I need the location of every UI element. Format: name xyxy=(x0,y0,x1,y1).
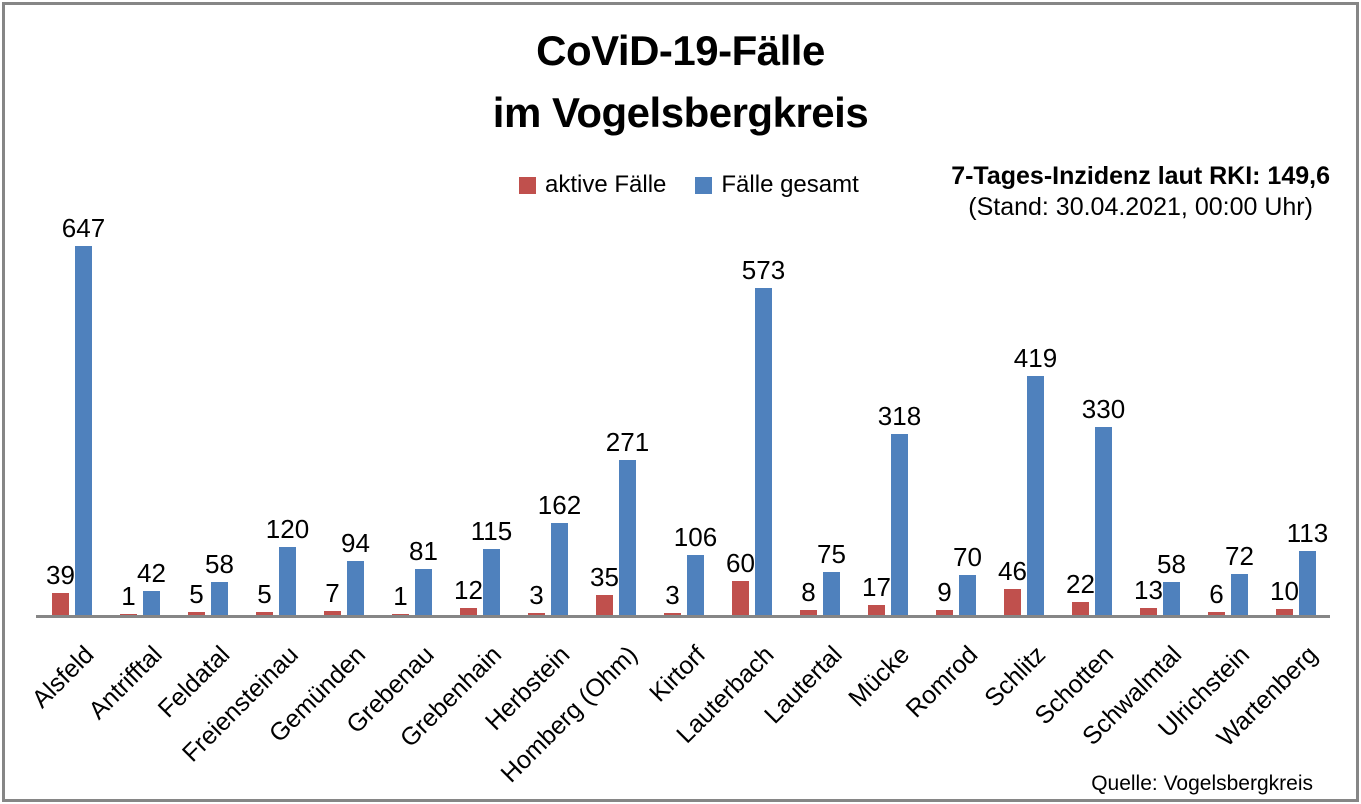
value-label-faelle-gesamt-antrifftal: 42 xyxy=(137,558,166,588)
bar-aktive-faelle-lauterbach xyxy=(732,581,749,615)
legend: aktive Fälle Fälle gesamt xyxy=(519,171,859,199)
value-label-aktive-faelle-herbstein: 3 xyxy=(529,580,544,610)
chart-title: CoViD-19-Fälle im Vogelsbergkreis xyxy=(0,20,1361,144)
value-label-faelle-gesamt-schotten: 330 xyxy=(1081,394,1126,424)
incidence-annotation: 7-Tages-Inzidenz laut RKI: 149,6 (Stand:… xyxy=(951,161,1330,222)
x-tick-label-text: Kirtorf xyxy=(644,640,712,708)
bar-faelle-gesamt-alsfeld xyxy=(75,246,92,615)
legend-label-faelle-gesamt: Fälle gesamt xyxy=(721,171,859,198)
value-label-aktive-faelle-schlitz: 46 xyxy=(998,556,1027,586)
value-label-aktive-faelle-freiensteinau: 5 xyxy=(257,579,272,609)
bar-faelle-gesamt-lautertal xyxy=(823,572,840,615)
bar-faelle-gesamt-freiensteinau xyxy=(279,547,296,615)
value-label-aktive-faelle-grebenau: 1 xyxy=(393,581,408,611)
value-label-faelle-gesamt-lauterbach: 573 xyxy=(741,255,786,285)
bar-aktive-faelle-gemuenden xyxy=(324,611,341,615)
value-label-aktive-faelle-schotten: 22 xyxy=(1066,569,1095,599)
bar-aktive-faelle-schlitz xyxy=(1004,589,1021,615)
bar-faelle-gesamt-muecke xyxy=(891,434,908,615)
x-tick-label-text: Romrod xyxy=(900,640,984,724)
value-label-faelle-gesamt-muecke: 318 xyxy=(877,401,922,431)
bar-faelle-gesamt-antrifftal xyxy=(143,591,160,615)
value-label-aktive-faelle-kirtorf: 3 xyxy=(665,580,680,610)
value-label-faelle-gesamt-alsfeld: 647 xyxy=(61,213,106,243)
bar-faelle-gesamt-romrod xyxy=(959,575,976,615)
bar-aktive-faelle-feldatal xyxy=(188,612,205,615)
bar-faelle-gesamt-grebenau xyxy=(415,569,432,615)
bar-aktive-faelle-muecke xyxy=(868,605,885,615)
value-label-faelle-gesamt-lautertal: 75 xyxy=(817,539,846,569)
bar-aktive-faelle-schotten xyxy=(1072,602,1089,615)
value-label-faelle-gesamt-gemuenden: 94 xyxy=(341,528,370,558)
source-note: Quelle: Vogelsbergkreis xyxy=(1091,772,1313,795)
value-label-aktive-faelle-lauterbach: 60 xyxy=(726,548,755,578)
value-label-aktive-faelle-alsfeld: 39 xyxy=(46,560,75,590)
bar-faelle-gesamt-wartenberg xyxy=(1299,551,1316,615)
value-label-faelle-gesamt-feldatal: 58 xyxy=(205,549,234,579)
bar-aktive-faelle-ulrichstein xyxy=(1208,612,1225,615)
value-label-faelle-gesamt-grebenhain: 115 xyxy=(470,516,513,546)
bar-aktive-faelle-homberg-ohm xyxy=(596,595,613,615)
legend-label-aktive-faelle: aktive Fälle xyxy=(545,171,667,198)
bar-faelle-gesamt-herbstein xyxy=(551,523,568,615)
bar-faelle-gesamt-schwalmtal xyxy=(1163,582,1180,615)
value-label-aktive-faelle-antrifftal: 1 xyxy=(121,581,136,611)
legend-item-faelle-gesamt: Fälle gesamt xyxy=(695,171,859,199)
value-label-faelle-gesamt-ulrichstein: 72 xyxy=(1225,541,1254,571)
bar-aktive-faelle-antrifftal xyxy=(120,614,137,615)
value-label-faelle-gesamt-schlitz: 419 xyxy=(1013,343,1058,373)
bar-aktive-faelle-romrod xyxy=(936,610,953,615)
value-label-faelle-gesamt-schwalmtal: 58 xyxy=(1157,549,1186,579)
value-label-aktive-faelle-schwalmtal: 13 xyxy=(1134,575,1163,605)
bar-aktive-faelle-schwalmtal xyxy=(1140,608,1157,615)
bar-faelle-gesamt-lauterbach xyxy=(755,288,772,615)
bar-aktive-faelle-freiensteinau xyxy=(256,612,273,615)
bar-faelle-gesamt-schotten xyxy=(1095,427,1112,615)
bar-aktive-faelle-kirtorf xyxy=(664,613,681,615)
value-label-aktive-faelle-homberg-ohm: 35 xyxy=(590,562,619,592)
bar-aktive-faelle-wartenberg xyxy=(1276,609,1293,615)
value-label-aktive-faelle-grebenhain: 12 xyxy=(454,575,483,605)
value-label-faelle-gesamt-herbstein: 162 xyxy=(537,490,582,520)
value-label-faelle-gesamt-romrod: 70 xyxy=(953,542,982,572)
value-label-faelle-gesamt-grebenau: 81 xyxy=(409,536,438,566)
bar-faelle-gesamt-grebenhain xyxy=(483,549,500,615)
bar-faelle-gesamt-homberg-ohm xyxy=(619,460,636,615)
legend-swatch-aktive-faelle-icon xyxy=(519,176,536,194)
value-label-aktive-faelle-muecke: 17 xyxy=(862,572,891,602)
value-label-faelle-gesamt-kirtorf: 106 xyxy=(673,522,718,552)
bar-faelle-gesamt-feldatal xyxy=(211,582,228,615)
value-label-faelle-gesamt-homberg-ohm: 271 xyxy=(605,427,650,457)
legend-swatch-faelle-gesamt-icon xyxy=(695,176,713,194)
bar-faelle-gesamt-kirtorf xyxy=(687,555,704,615)
value-label-aktive-faelle-feldatal: 5 xyxy=(189,579,204,609)
bar-faelle-gesamt-gemuenden xyxy=(347,561,364,615)
value-label-aktive-faelle-gemuenden: 7 xyxy=(325,578,340,608)
value-label-aktive-faelle-lautertal: 8 xyxy=(801,577,816,607)
legend-item-aktive-faelle: aktive Fälle xyxy=(519,171,666,199)
bar-aktive-faelle-lautertal xyxy=(800,610,817,615)
chart-title-line1: CoViD-19-Fälle xyxy=(536,27,825,74)
incidence-stand: (Stand: 30.04.2021, 00:00 Uhr) xyxy=(968,192,1313,221)
value-label-faelle-gesamt-freiensteinau: 120 xyxy=(265,514,310,544)
bar-faelle-gesamt-schlitz xyxy=(1027,376,1044,615)
x-tick-label-text: Antrifftal xyxy=(83,640,168,725)
value-label-aktive-faelle-ulrichstein: 6 xyxy=(1209,579,1224,609)
incidence-value: 7-Tages-Inzidenz laut RKI: 149,6 xyxy=(951,162,1330,190)
bar-aktive-faelle-grebenhain xyxy=(460,608,477,615)
chart-title-line2: im Vogelsbergkreis xyxy=(492,89,869,137)
value-label-faelle-gesamt-wartenberg: 113 xyxy=(1286,518,1329,548)
value-label-aktive-faelle-romrod: 9 xyxy=(937,577,952,607)
bar-aktive-faelle-grebenau xyxy=(392,614,409,615)
value-label-aktive-faelle-wartenberg: 10 xyxy=(1270,576,1299,606)
bar-faelle-gesamt-ulrichstein xyxy=(1231,574,1248,615)
bar-aktive-faelle-herbstein xyxy=(528,613,545,615)
bar-aktive-faelle-alsfeld xyxy=(52,593,69,615)
x-axis-line xyxy=(36,615,1330,618)
